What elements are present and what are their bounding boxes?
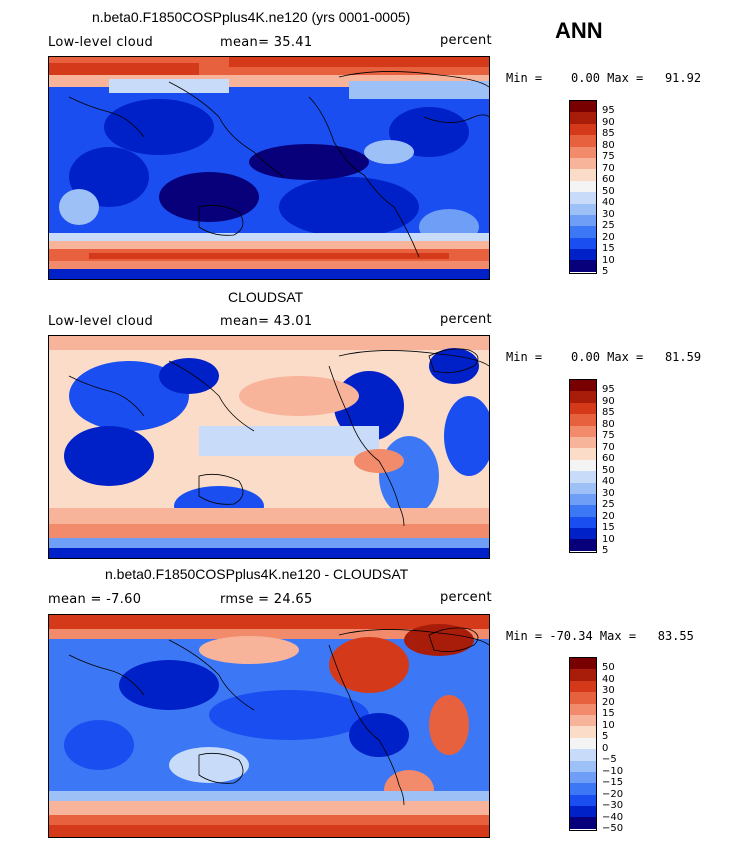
cb-label: 40 <box>602 197 615 209</box>
cb-label: 15 <box>602 243 615 255</box>
cb-label: −30 <box>602 800 624 812</box>
panel1-units-label: percent <box>440 33 492 48</box>
panel3-units-label: percent <box>440 590 492 605</box>
panel1-variable-label: Low-level cloud <box>48 35 154 50</box>
cb-label: 90 <box>602 116 615 128</box>
panel3-colorbar <box>569 657 597 831</box>
panel2-colorbar <box>569 379 597 553</box>
cb-label: 75 <box>602 430 615 442</box>
cb-label: 20 <box>602 696 615 708</box>
panel2-minmax: Min = 0.00 Max = 81.59 <box>506 350 702 364</box>
panel2-variable-label: Low-level cloud <box>48 314 154 329</box>
cb-label: 30 <box>602 685 615 697</box>
panel1-map-canvas <box>49 57 489 279</box>
panel3-title: n.beta0.F1850COSPplus4K.ne120 - CLOUDSAT <box>105 566 409 582</box>
cb-label: −50 <box>602 823 624 834</box>
cb-label: 10 <box>602 533 615 545</box>
panel3-map <box>48 614 490 838</box>
cb-label: 30 <box>602 487 615 499</box>
panel1-map <box>48 56 490 280</box>
panel2-mean-label: mean= 43.01 <box>220 314 313 329</box>
cb-label: 40 <box>602 673 615 685</box>
cb-label: 50 <box>602 464 615 476</box>
cb-label: 25 <box>602 499 615 511</box>
cb-label: 0 <box>602 742 609 754</box>
cb-label: 50 <box>602 185 615 197</box>
cb-label: 5 <box>602 545 609 556</box>
cb-label: 40 <box>602 476 615 488</box>
cb-label: −20 <box>602 788 624 800</box>
panel2-title: CLOUDSAT <box>228 289 304 305</box>
panel1-minmax: Min = 0.00 Max = 91.92 <box>506 71 702 85</box>
cb-label: 95 <box>602 105 615 117</box>
cb-label: 10 <box>602 719 615 731</box>
cb-label: 80 <box>602 139 615 151</box>
panel2-units-label: percent <box>440 312 492 327</box>
cb-label: −15 <box>602 777 624 789</box>
panel1-mean-label: mean= 35.41 <box>220 35 313 50</box>
cb-label: −5 <box>602 754 617 766</box>
panel3-mean-label: mean = -7.60 <box>48 592 142 607</box>
cb-label: 70 <box>602 162 615 174</box>
cb-label: 10 <box>602 254 615 266</box>
cb-label: 15 <box>602 522 615 534</box>
cb-label: 85 <box>602 407 615 419</box>
cb-label: 5 <box>602 731 609 743</box>
panel3-map-canvas <box>49 615 489 837</box>
cb-label: 30 <box>602 208 615 220</box>
cb-label: 60 <box>602 174 615 186</box>
cb-label: 70 <box>602 441 615 453</box>
panel2-map-canvas <box>49 336 489 558</box>
panel2-map <box>48 335 490 559</box>
cb-label: 5 <box>602 266 609 277</box>
panel1-title: n.beta0.F1850COSPplus4K.ne120 (yrs 0001-… <box>92 9 411 25</box>
cb-label: 75 <box>602 151 615 163</box>
season-label: ANN <box>555 18 603 43</box>
cb-label: 15 <box>602 708 615 720</box>
cb-label: 50 <box>602 662 615 674</box>
cb-label: −10 <box>602 765 624 777</box>
cb-label: 85 <box>602 128 615 140</box>
cb-label: 60 <box>602 453 615 465</box>
cb-label: 20 <box>602 231 615 243</box>
cb-label: 25 <box>602 220 615 232</box>
panel3-minmax: Min = -70.34 Max = 83.55 <box>506 629 694 643</box>
cb-label: 90 <box>602 395 615 407</box>
cb-label: −40 <box>602 811 624 823</box>
panel1-colorbar <box>569 100 597 274</box>
panel3-rmse-label: rmse = 24.65 <box>220 592 313 607</box>
cb-label: 80 <box>602 418 615 430</box>
cb-label: 20 <box>602 510 615 522</box>
cb-label: 95 <box>602 384 615 396</box>
